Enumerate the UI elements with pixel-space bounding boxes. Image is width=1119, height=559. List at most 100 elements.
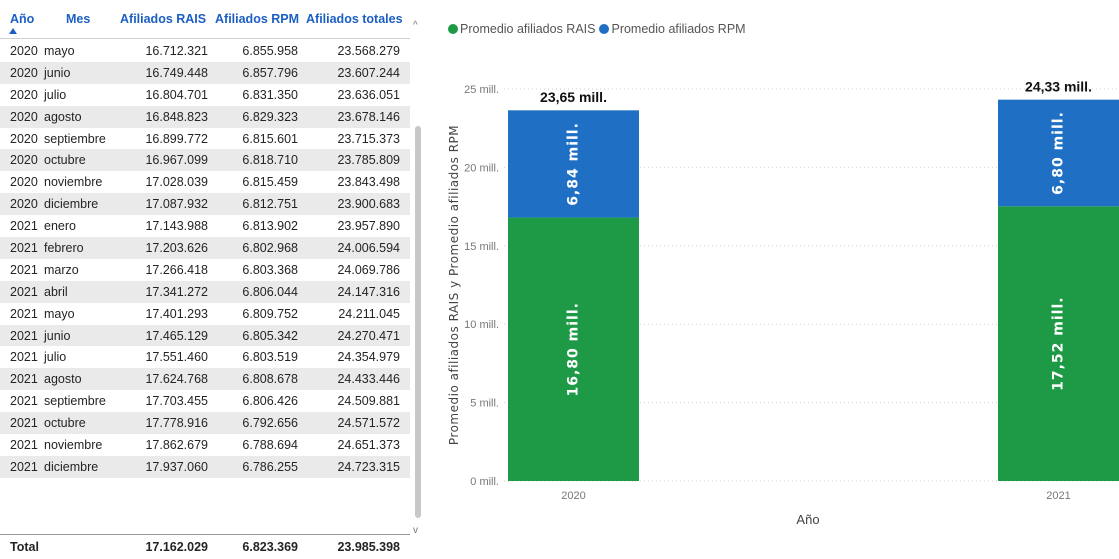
total-afiliados: 23.985.398 <box>337 540 400 554</box>
table-row[interactable]: 2021 diciembre 17.937.060 6.786.255 24.723.3… <box>0 455 410 478</box>
table-row[interactable]: 2021 junio 17.465.129 6.805.342 24.270.471 <box>0 324 410 347</box>
cell-year: 2021 <box>10 459 38 474</box>
cell-rpm: 6.815.459 <box>242 175 298 190</box>
x-tick-label: 2020 <box>561 490 585 502</box>
bar-segment-rais-2020[interactable] <box>508 217 639 482</box>
y-tick-label: 15 mill. <box>464 241 499 253</box>
cell-rpm: 6.829.323 <box>242 109 298 124</box>
table-row[interactable]: 2021 marzo 17.266.418 6.803.368 24.069.786 <box>0 259 410 281</box>
table-row[interactable]: 2021 septiembre 17.703.455 6.806.426 24.509.… <box>0 390 410 412</box>
table-row[interactable]: 2020 diciembre 17.087.932 6.812.751 23.900.6… <box>0 193 410 216</box>
table-row[interactable]: 2020 junio 16.749.448 6.857.796 23.607.244 <box>0 61 410 84</box>
cell-month: marzo <box>44 262 79 277</box>
cell-year: 2021 <box>10 438 38 453</box>
cell-rais: 17.401.293 <box>145 306 208 321</box>
cell-total: 23.900.683 <box>337 197 400 212</box>
table-header: Año Mes Afiliados RAIS Afiliados RPM Afi… <box>0 0 410 39</box>
cell-year: 2021 <box>10 372 38 387</box>
scrollbar-thumb[interactable] <box>415 126 421 518</box>
cell-total: 24.433.446 <box>337 372 400 387</box>
table-row[interactable]: 2021 mayo 17.401.293 6.809.752 24.211.045 <box>0 303 410 325</box>
cell-rais: 17.266.418 <box>145 262 208 277</box>
table-row[interactable]: 2021 julio 17.551.460 6.803.519 24.354.979 <box>0 346 410 368</box>
cell-rais: 17.778.916 <box>145 416 208 431</box>
cell-rpm: 6.786.255 <box>242 459 298 474</box>
table-row[interactable]: 2021 noviembre 17.862.679 6.788.694 24.651.3… <box>0 434 410 456</box>
cell-year: 2020 <box>10 109 38 124</box>
cell-total: 23.607.244 <box>337 65 400 80</box>
table-row[interactable]: 2020 septiembre 16.899.772 6.815.601 23.715.… <box>0 128 410 150</box>
total-rpm: 6.823.369 <box>242 540 298 554</box>
table-row[interactable]: 2020 octubre 16.967.099 6.818.710 23.785.809 <box>0 149 410 172</box>
cell-rais: 17.703.455 <box>145 394 208 409</box>
cell-total: 24.354.979 <box>337 350 400 365</box>
cell-year: 2021 <box>10 394 38 409</box>
cell-year: 2021 <box>10 306 38 321</box>
chart-plot: 0 mill. 5 mill. 10 mill. 15 mill. 20 mill. 25… <box>447 79 1119 527</box>
cell-month: enero <box>44 219 76 234</box>
cell-rpm: 6.806.426 <box>242 394 298 409</box>
cell-total: 23.636.051 <box>337 87 400 102</box>
cell-year: 2021 <box>10 219 38 234</box>
column-header-total[interactable]: Afiliados totales <box>306 12 403 26</box>
legend-dot-rais-icon <box>448 24 458 34</box>
scroll-up-icon[interactable]: ^ <box>413 20 418 31</box>
legend-item-rais[interactable]: Promedio afiliados RAIS <box>448 22 595 36</box>
table-row[interactable]: 2021 enero 17.143.988 6.813.902 23.957.890 <box>0 215 410 237</box>
cell-year: 2020 <box>10 131 38 146</box>
bar-total-label: 23,65 mill. <box>540 89 607 105</box>
table-row[interactable]: 2020 agosto 16.848.823 6.829.323 23.678.146 <box>0 105 410 128</box>
scroll-down-icon[interactable]: v <box>413 525 418 536</box>
chart-legend: Promedio afiliados RAIS Promedio afiliad… <box>448 22 750 36</box>
cell-rais: 17.551.460 <box>145 350 208 365</box>
cell-total: 23.715.373 <box>337 131 400 146</box>
table-body: 2020 mayo 16.712.321 6.855.958 23.568.279 202… <box>0 40 410 478</box>
column-header-month[interactable]: Mes <box>66 12 91 26</box>
column-header-year[interactable]: Año <box>10 12 35 26</box>
table-row[interactable]: 2020 julio 16.804.701 6.831.350 23.636.051 <box>0 84 410 106</box>
cell-total: 23.957.890 <box>337 219 400 234</box>
bar-segment-rais-2021[interactable] <box>998 206 1119 481</box>
cell-rais: 17.143.988 <box>145 219 208 234</box>
table-scrollbar[interactable]: ^ v <box>413 20 423 536</box>
cell-year: 2021 <box>10 350 38 365</box>
table-row[interactable]: 2021 abril 17.341.272 6.806.044 24.147.316 <box>0 280 410 303</box>
cell-month: septiembre <box>44 131 106 146</box>
bar-data-label: 16,80 mill. <box>566 302 582 396</box>
table-row[interactable]: 2021 febrero 17.203.626 6.802.968 24.006.594 <box>0 237 410 259</box>
column-header-rpm[interactable]: Afiliados RPM <box>215 12 300 26</box>
y-tick-label: 0 mill. <box>470 476 499 488</box>
cell-year: 2020 <box>10 44 38 58</box>
bar-segment-rpm-2021[interactable] <box>998 99 1119 207</box>
bar-segment-rpm-2020[interactable] <box>508 110 639 218</box>
cell-total: 24.651.373 <box>337 438 400 453</box>
cell-year: 2021 <box>10 328 38 343</box>
cell-month: noviembre <box>44 438 103 453</box>
legend-item-rpm[interactable]: Promedio afiliados RPM <box>599 22 746 36</box>
cell-rpm: 6.808.678 <box>242 372 298 387</box>
cell-month: abril <box>44 284 68 299</box>
cell-rais: 17.341.272 <box>145 284 208 299</box>
cell-total: 24.270.471 <box>337 328 400 343</box>
cell-rais: 17.465.129 <box>145 328 208 343</box>
sort-ascending-icon[interactable] <box>9 28 17 34</box>
stacked-bar-chart: Promedio afiliados RAIS Promedio afiliad… <box>438 0 1119 558</box>
table-row[interactable]: 2020 noviembre 17.028.039 6.815.459 23.843.4… <box>0 171 410 193</box>
cell-rpm: 6.818.710 <box>242 153 298 168</box>
cell-year: 2021 <box>10 416 38 431</box>
cell-rais: 16.749.448 <box>145 65 208 80</box>
cell-month: junio <box>44 65 71 80</box>
cell-year: 2021 <box>10 262 38 277</box>
cell-month: mayo <box>44 306 75 321</box>
cell-rais: 17.087.932 <box>145 197 208 212</box>
data-table: Año Mes Afiliados RAIS Afiliados RPM Afi… <box>0 0 430 558</box>
x-axis-title: Año <box>796 512 819 527</box>
cell-rpm: 6.857.796 <box>242 65 298 80</box>
table-row[interactable]: 2021 octubre 17.778.916 6.792.656 24.571.572 <box>0 412 410 435</box>
cell-rpm: 6.809.752 <box>242 306 298 321</box>
table-row[interactable]: 2020 mayo 16.712.321 6.855.958 23.568.279 <box>0 40 410 62</box>
cell-month: octubre <box>44 153 86 168</box>
cell-total: 23.568.279 <box>337 44 400 58</box>
table-row[interactable]: 2021 agosto 17.624.768 6.808.678 24.433.446 <box>0 368 410 391</box>
column-header-rais[interactable]: Afiliados RAIS <box>120 12 207 26</box>
